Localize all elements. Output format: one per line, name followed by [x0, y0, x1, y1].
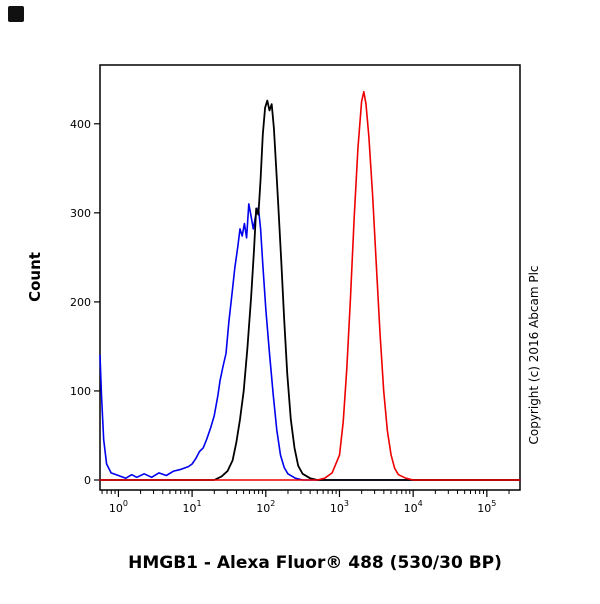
- y-tick-label: 300: [70, 207, 91, 220]
- x-tick-label: 100: [109, 499, 128, 515]
- y-tick-label: 100: [70, 385, 91, 398]
- copyright-text: Copyright (c) 2016 Abcam Plc: [527, 265, 541, 444]
- x-tick-label: 103: [330, 499, 349, 515]
- chart-title: HMGB1 - Alexa Fluor® 488 (530/30 BP): [128, 553, 502, 573]
- y-tick-label: 400: [70, 118, 91, 131]
- y-axis-label: Count: [26, 252, 44, 302]
- black-histogram: [99, 99, 521, 481]
- x-tick-label: 105: [477, 499, 496, 515]
- x-tick-label: 101: [183, 499, 202, 515]
- x-axis-ticks: 100 101 102 103 104 105: [101, 490, 510, 515]
- blue-histogram: [99, 203, 521, 481]
- plot-border: [99, 64, 521, 491]
- y-tick-label: 200: [70, 296, 91, 309]
- y-tick-label: 0: [84, 474, 91, 487]
- y-axis-ticks: 0 100 200 300 400: [70, 118, 100, 487]
- x-tick-label: 104: [404, 499, 423, 515]
- red-histogram: [99, 90, 521, 481]
- histogram-curves: [99, 90, 521, 481]
- corner-mark: [8, 6, 24, 22]
- x-tick-label: 102: [256, 499, 275, 515]
